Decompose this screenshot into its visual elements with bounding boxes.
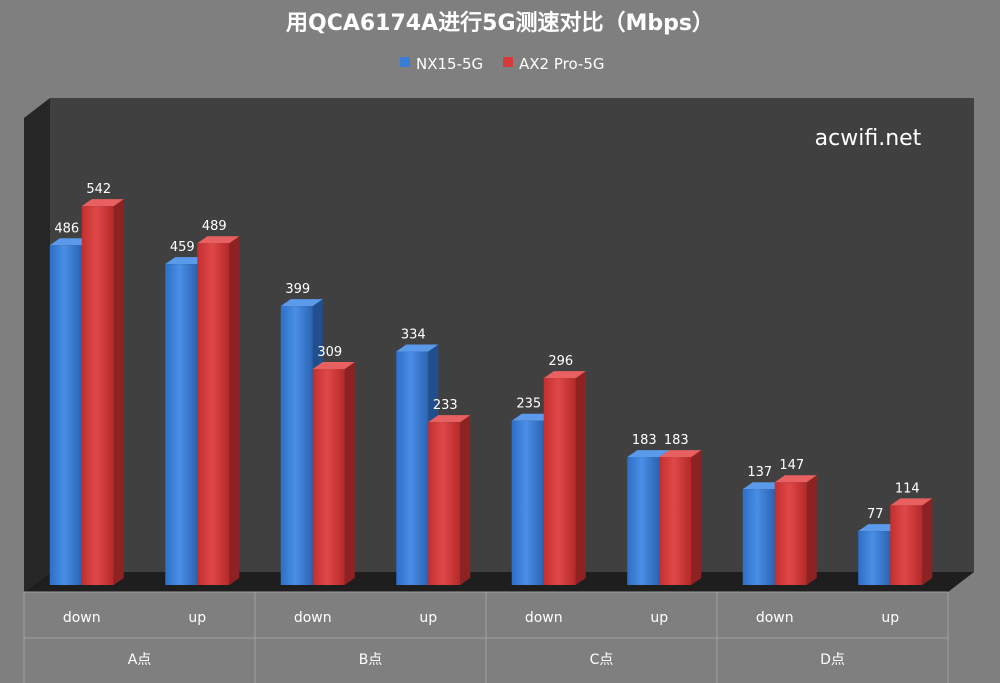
group-label: D点 [820, 652, 845, 668]
category-tick-label: down [525, 610, 563, 626]
data-label: 77 [867, 507, 884, 522]
category-tick-label: up [419, 610, 437, 626]
bars-layer: 486 542 459 489 399 309 334 233 235 296 183 183 137 1… [49, 182, 933, 585]
category-tick-label: up [188, 610, 206, 626]
bar-front [197, 243, 230, 585]
bar-top [396, 344, 439, 352]
category-axis: down up A点 down up B点 down up C点 down up D点 [23, 591, 949, 683]
bar-ax2-5 [659, 450, 702, 585]
data-label: 183 [632, 433, 657, 448]
data-label: 399 [285, 282, 310, 297]
data-label: 486 [54, 221, 79, 236]
bar-ax2-7 [890, 498, 933, 585]
bar-ax2-1 [197, 236, 240, 585]
bar-side [229, 236, 240, 585]
legend-swatch-nx15 [400, 57, 410, 67]
data-label: 183 [664, 433, 689, 448]
bar-front [165, 264, 198, 585]
data-label: 542 [86, 182, 111, 197]
bar-top [197, 236, 240, 244]
data-label: 334 [401, 328, 426, 343]
group-label: B点 [359, 652, 383, 668]
bar-ax2-2 [312, 362, 355, 585]
data-label: 235 [516, 397, 541, 412]
bar-ax2-6 [774, 475, 817, 585]
bar-side [806, 475, 817, 585]
bar-top [774, 475, 817, 483]
bar-ax2-0 [81, 199, 124, 585]
plot-floor [24, 572, 974, 592]
bar-top [280, 299, 323, 307]
bar-front [774, 482, 807, 585]
bar-top [627, 450, 670, 458]
bar-front [890, 505, 923, 585]
legend-label-ax2: AX2 Pro-5G [519, 55, 605, 73]
group-label: A点 [128, 652, 152, 668]
bar-top [858, 524, 901, 532]
bar-front [49, 245, 82, 585]
bar-front [428, 422, 461, 585]
legend-label-nx15: NX15-5G [416, 55, 483, 73]
bar-ax2-4 [543, 371, 586, 585]
data-label: 489 [202, 219, 227, 234]
bar-front [543, 378, 576, 585]
category-tick-label: down [756, 610, 794, 626]
bar-front [511, 420, 544, 585]
bar-front [81, 206, 114, 585]
bar-top [165, 257, 208, 265]
bar-side [922, 498, 933, 585]
bar-top [890, 498, 933, 506]
data-label: 296 [548, 354, 573, 369]
bar-side [575, 371, 586, 585]
bar-front [312, 369, 345, 585]
chart-title: 用QCA6174A进行5G测速对比（Mbps） [286, 10, 714, 36]
bar-front [659, 457, 692, 585]
bar-ax2-3 [428, 415, 471, 585]
data-label: 233 [433, 398, 458, 413]
bar-side [460, 415, 471, 585]
bar-top [312, 362, 355, 370]
bar-side [691, 450, 702, 585]
bar-top [543, 371, 586, 379]
data-label: 114 [895, 481, 920, 496]
bar-top [742, 482, 785, 490]
data-label: 137 [747, 465, 772, 480]
side-wall [24, 98, 50, 592]
watermark: acwifi.net [815, 126, 922, 151]
bar-top [428, 415, 471, 423]
bar-top [81, 199, 124, 207]
bar-top [511, 413, 554, 421]
data-label: 459 [170, 240, 195, 255]
category-tick-label: up [650, 610, 668, 626]
bar-front [858, 531, 891, 585]
bar-front [627, 457, 660, 585]
bar-top [49, 238, 92, 246]
category-tick-label: down [294, 610, 332, 626]
legend: NX15-5G AX2 Pro-5G [400, 55, 605, 73]
bar-side [113, 199, 124, 585]
legend-swatch-ax2 [503, 57, 513, 67]
data-label: 147 [779, 458, 804, 473]
bar-top [659, 450, 702, 458]
bar-front [396, 351, 429, 585]
bar-front [280, 306, 313, 585]
group-label: C点 [590, 652, 614, 668]
category-tick-label: up [881, 610, 899, 626]
category-tick-label: down [63, 610, 101, 626]
data-label: 309 [317, 345, 342, 360]
bar-side [344, 362, 355, 585]
bar-front [742, 489, 775, 585]
